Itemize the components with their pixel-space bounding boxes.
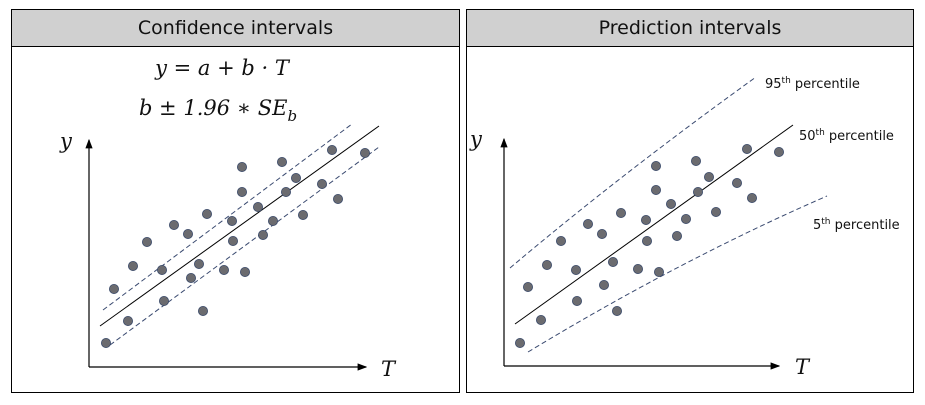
panel-title: Prediction intervals: [467, 10, 913, 47]
scatter-point: [158, 295, 169, 306]
scatter-point: [182, 228, 193, 239]
scatter-point: [515, 337, 526, 348]
scatter-point: [651, 184, 662, 195]
scatter-point: [536, 314, 547, 325]
scatter-point: [704, 171, 715, 182]
equation-subscript: b: [287, 107, 297, 125]
confidence-intervals-panel: Confidence intervals: [11, 9, 460, 393]
panel-title: Confidence intervals: [12, 10, 459, 47]
scatter-point: [201, 208, 212, 219]
scatter-point: [141, 236, 152, 247]
scatter-point: [612, 305, 623, 316]
95th-percentile-line: [509, 76, 757, 269]
scatter-point: [276, 156, 287, 167]
scatter-point: [156, 264, 167, 275]
scatter-point: [252, 201, 263, 212]
5th-percentile-line: [527, 195, 828, 353]
scatter-point: [523, 281, 534, 292]
right-scatter-points: [515, 143, 785, 348]
scatter-point: [267, 215, 278, 226]
scatter-point: [127, 260, 138, 271]
95th-percentile-label: 95th percentile: [765, 76, 860, 92]
scatter-point: [693, 186, 704, 197]
scatter-point: [185, 272, 196, 283]
scatter-point: [747, 192, 758, 203]
50th-percentile-label: 50th percentile: [799, 128, 894, 144]
regression-line: [99, 125, 380, 327]
scatter-point: [642, 235, 653, 246]
scatter-point: [583, 218, 594, 229]
scatter-point: [290, 172, 301, 183]
scatter-point: [326, 144, 337, 155]
scatter-point: [616, 207, 627, 218]
scatter-point: [101, 337, 112, 348]
scatter-point: [742, 143, 753, 154]
scatter-point: [193, 258, 204, 269]
scatter-point: [641, 214, 652, 225]
scatter-point: [218, 264, 229, 275]
scatter-point: [672, 230, 683, 241]
upper-confidence-bound: [102, 123, 353, 311]
scatter-point: [732, 177, 743, 188]
x-axis-label: T: [795, 355, 811, 379]
x-axis-label: T: [381, 357, 397, 381]
scatter-point: [236, 186, 247, 197]
lower-confidence-bound: [109, 146, 380, 346]
scatter-point: [572, 295, 583, 306]
scatter-point: [123, 315, 134, 326]
scatter-point: [597, 228, 608, 239]
50th-percentile-line: [514, 124, 794, 325]
y-axis-label: y: [469, 127, 483, 151]
scatter-point: [556, 235, 567, 246]
prediction-intervals-panel: Prediction intervals: [466, 9, 914, 393]
scatter-point: [227, 235, 238, 246]
scatter-point: [599, 279, 610, 290]
scatter-point: [239, 266, 250, 277]
scatter-point: [280, 186, 291, 197]
y-axis-label: y: [59, 129, 73, 153]
scatter-point: [654, 266, 665, 277]
scatter-point: [774, 146, 785, 157]
slope-confidence-equation: b ± 1.96 ∗ SEb: [139, 96, 297, 125]
scatter-point: [666, 198, 677, 209]
scatter-point: [542, 259, 553, 270]
5th-percentile-label: 5th percentile: [813, 217, 900, 233]
scatter-point: [681, 213, 692, 224]
scatter-point: [711, 206, 722, 217]
scatter-point: [608, 256, 619, 267]
scatter-point: [257, 229, 268, 240]
scatter-point: [691, 155, 702, 166]
scatter-point: [297, 209, 308, 220]
scatter-point: [332, 193, 343, 204]
scatter-point: [633, 263, 644, 274]
regression-equation: y = a + b · T: [154, 56, 291, 80]
scatter-point: [236, 161, 247, 172]
left-scatter-points: [101, 144, 370, 348]
scatter-point: [168, 219, 179, 230]
scatter-point: [316, 178, 327, 189]
equation-base: b ± 1.96 ∗ SE: [139, 96, 288, 120]
scatter-point: [226, 215, 237, 226]
scatter-point: [109, 283, 120, 294]
scatter-point: [651, 160, 662, 171]
scatter-point: [571, 264, 582, 275]
scatter-point: [359, 147, 370, 158]
scatter-point: [197, 305, 208, 316]
